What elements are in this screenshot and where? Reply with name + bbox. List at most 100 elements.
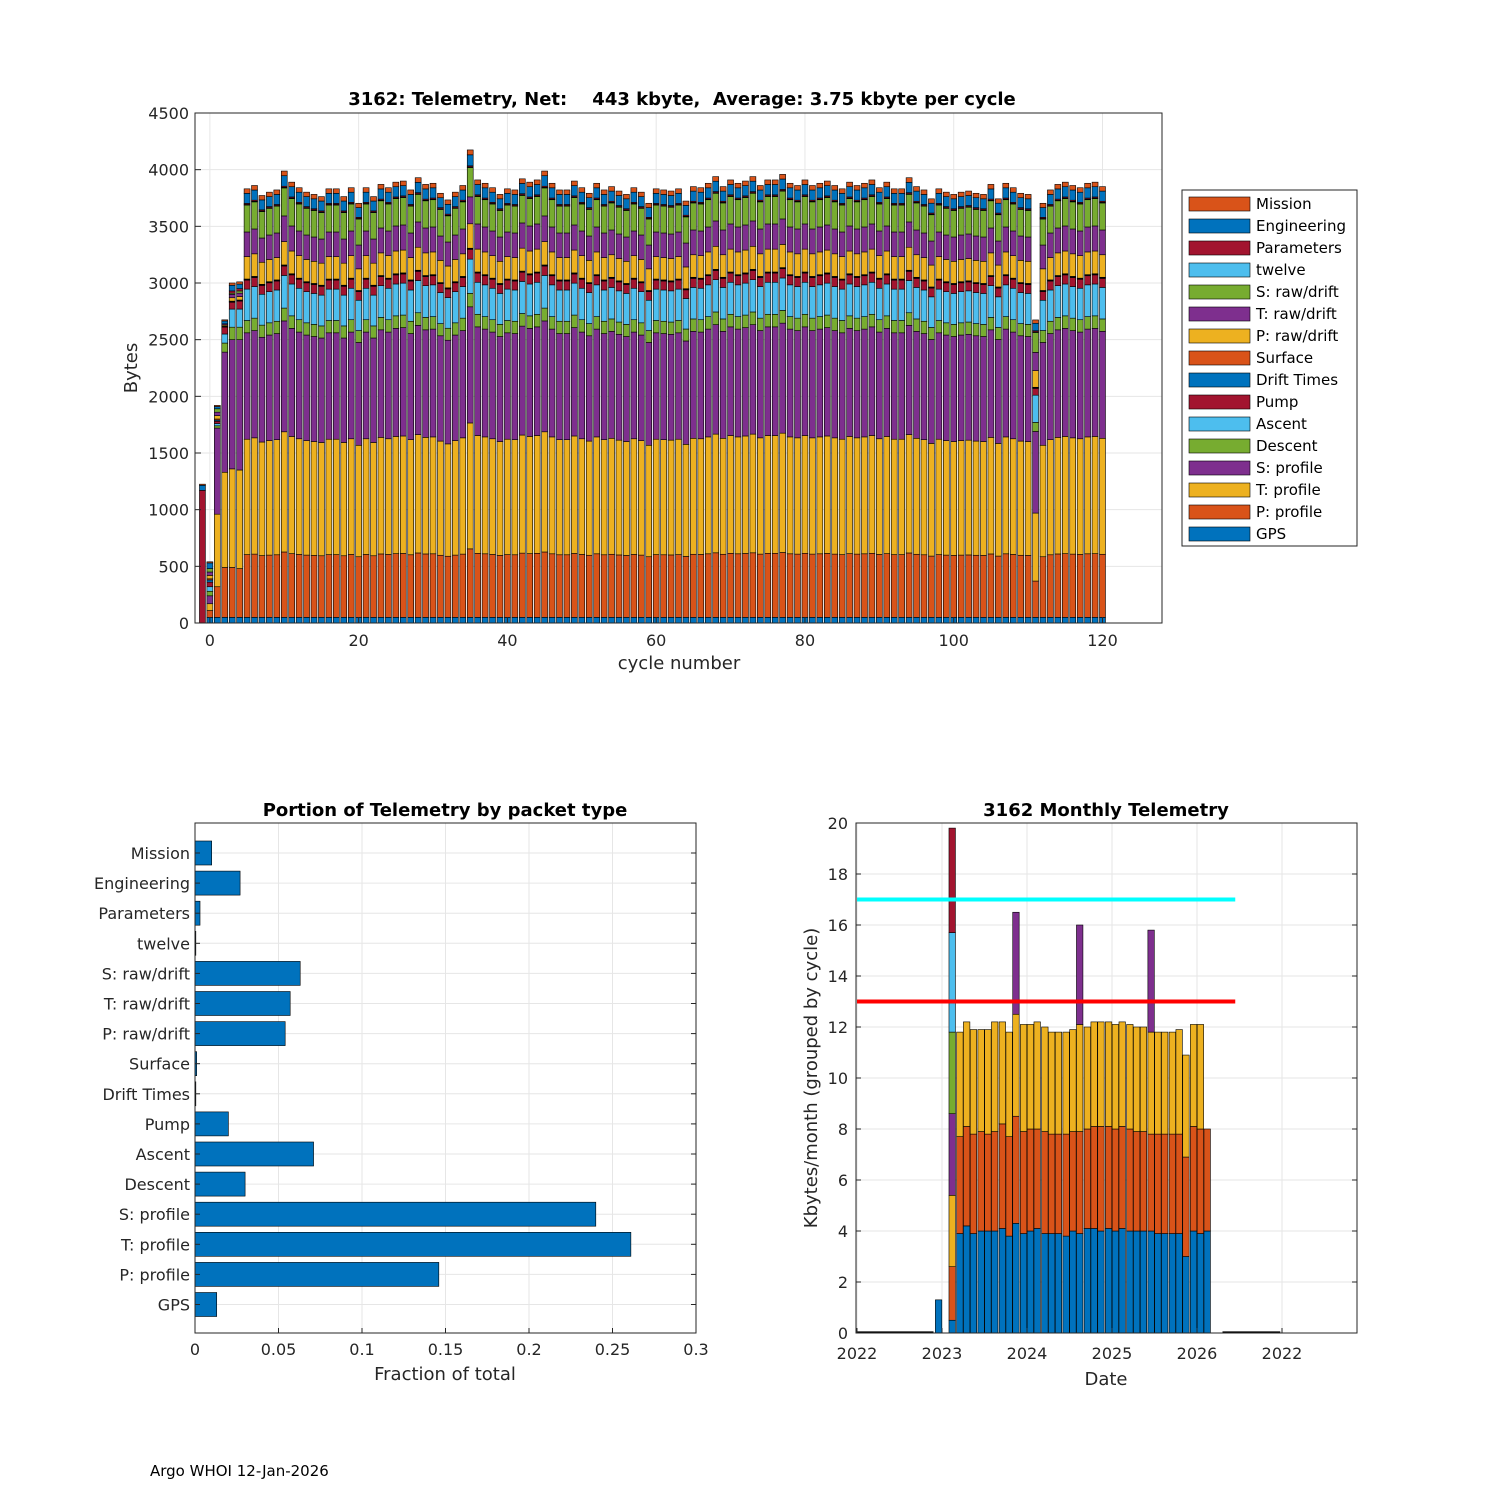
chart1-bar-segment	[749, 552, 757, 618]
chart1-bar-segment	[1054, 227, 1062, 254]
chart1-bar-segment	[206, 595, 214, 605]
chart1-bar-segment	[273, 280, 281, 291]
chart1-bar-segment	[652, 193, 660, 204]
chart1-bar-segment	[972, 197, 980, 208]
chart1-bar-segment	[407, 439, 414, 556]
chart1-bar-segment	[377, 276, 385, 286]
chart2-category-label: Pump	[145, 1115, 190, 1134]
chart1-bar-segment	[816, 251, 824, 275]
chart1-bar-segment	[920, 232, 928, 258]
chart1-bar-segment	[519, 434, 526, 554]
chart1-bar-segment	[1039, 299, 1047, 331]
chart1-bar-segment	[333, 204, 340, 233]
chart1-bar-segment	[288, 250, 295, 275]
chart1-bar-segment	[236, 296, 243, 301]
chart1-bar-segment	[347, 203, 355, 232]
chart1-bar-segment	[868, 435, 876, 554]
chart1-bar-segment	[630, 319, 638, 333]
chart1-bar-segment	[920, 205, 928, 234]
chart1-bar-segment	[809, 253, 816, 277]
chart1-bar-segment	[786, 436, 794, 555]
chart1-bar-segment	[779, 432, 786, 553]
chart1-bar-segment	[385, 255, 392, 279]
chart1-bar-segment	[898, 193, 905, 204]
chart1-bar-segment	[556, 232, 563, 258]
chart1-bar-segment	[600, 189, 608, 195]
chart1-bar-segment	[920, 439, 928, 556]
chart1-bar-segment	[823, 327, 831, 437]
chart1-bar-segment	[370, 200, 377, 212]
chart1-bar-segment	[957, 234, 965, 260]
chart1-bar-segment	[452, 282, 459, 292]
chart1-bar-segment	[340, 238, 348, 264]
chart1-bar-segment	[266, 291, 273, 324]
chart1-bar-segment	[719, 617, 727, 624]
chart1-bar-segment	[1047, 333, 1054, 440]
chart1-bar-segment	[749, 270, 757, 280]
chart1-bar-segment	[593, 316, 600, 330]
chart1-bar-segment	[452, 440, 459, 556]
chart1-bar-segment	[1032, 394, 1039, 423]
chart3-x-tick-label: 2026	[1177, 1344, 1218, 1363]
chart1-bar-segment	[816, 284, 824, 317]
chart1-bar-segment	[489, 191, 496, 203]
chart1-bar-segment	[459, 330, 467, 439]
chart1-bar-segment	[704, 617, 712, 624]
chart1-bar-segment	[876, 319, 883, 333]
chart1-bar-segment	[697, 438, 705, 555]
chart1-bar-segment	[236, 339, 243, 471]
chart1-bar-segment	[719, 437, 727, 555]
chart1-bar-segment	[295, 331, 303, 440]
chart1-bar-segment	[266, 259, 273, 282]
chart1-bar-segment	[370, 294, 377, 327]
chart1-bar-segment	[965, 206, 972, 235]
chart1-bar-segment	[764, 281, 772, 315]
chart1-bar-segment	[474, 552, 481, 618]
chart1-bar-segment	[556, 257, 563, 281]
chart1-bar-segment	[794, 189, 801, 201]
chart1-bar-segment	[585, 292, 593, 324]
chart1-bar-segment	[980, 441, 987, 556]
chart1-bar-segment	[667, 554, 675, 618]
legend-label: T: profile	[1255, 481, 1321, 499]
chart1-bar-segment	[295, 617, 303, 624]
chart1-x-tick-label: 80	[795, 631, 815, 650]
chart1-bar-segment	[697, 203, 705, 232]
chart1-bar-segment	[273, 333, 281, 440]
chart1-bar-segment	[206, 575, 214, 580]
chart1-bar-segment	[816, 328, 824, 438]
chart1-bar-segment	[414, 434, 422, 554]
chart1-bar-segment	[1009, 187, 1017, 193]
chart1-bar-segment	[861, 617, 868, 624]
chart1-bar-segment	[533, 223, 541, 250]
chart3-bar-segment	[1033, 1228, 1041, 1334]
chart1-bar-segment	[965, 258, 972, 282]
chart1-bar-segment	[935, 231, 943, 257]
chart1-bar-segment	[392, 283, 400, 317]
chart1-y-tick-label: 4500	[148, 104, 189, 123]
chart3-bar-segment	[1133, 1230, 1141, 1334]
chart1-bar-segment	[593, 284, 600, 317]
chart1-bar-segment	[295, 287, 303, 321]
chart1-bar-segment	[615, 281, 623, 292]
chart1-bar-segment	[1084, 226, 1091, 253]
chart1-bar-segment	[638, 196, 645, 207]
chart1-bar-segment	[608, 287, 615, 320]
chart1-bar-segment	[437, 323, 444, 337]
chart1-bar-segment	[638, 617, 645, 624]
chart1-bar-segment	[712, 324, 719, 435]
chart1-bar-segment	[608, 254, 615, 278]
chart1-bar-segment	[980, 210, 987, 238]
chart1-bar-segment	[571, 327, 578, 437]
chart3-bar-segment	[1012, 1115, 1020, 1224]
chart1-bar-segment	[1062, 181, 1069, 188]
chart1-bar-segment	[987, 329, 995, 438]
chart1-bar-segment	[980, 555, 987, 618]
chart1-bar-segment	[511, 189, 519, 195]
chart1-bar-segment	[987, 184, 995, 190]
chart1-bar-segment	[548, 251, 556, 275]
chart1-bar-segment	[511, 257, 519, 281]
chart1-bar-segment	[675, 204, 682, 233]
chart1-bar-segment	[638, 191, 645, 197]
